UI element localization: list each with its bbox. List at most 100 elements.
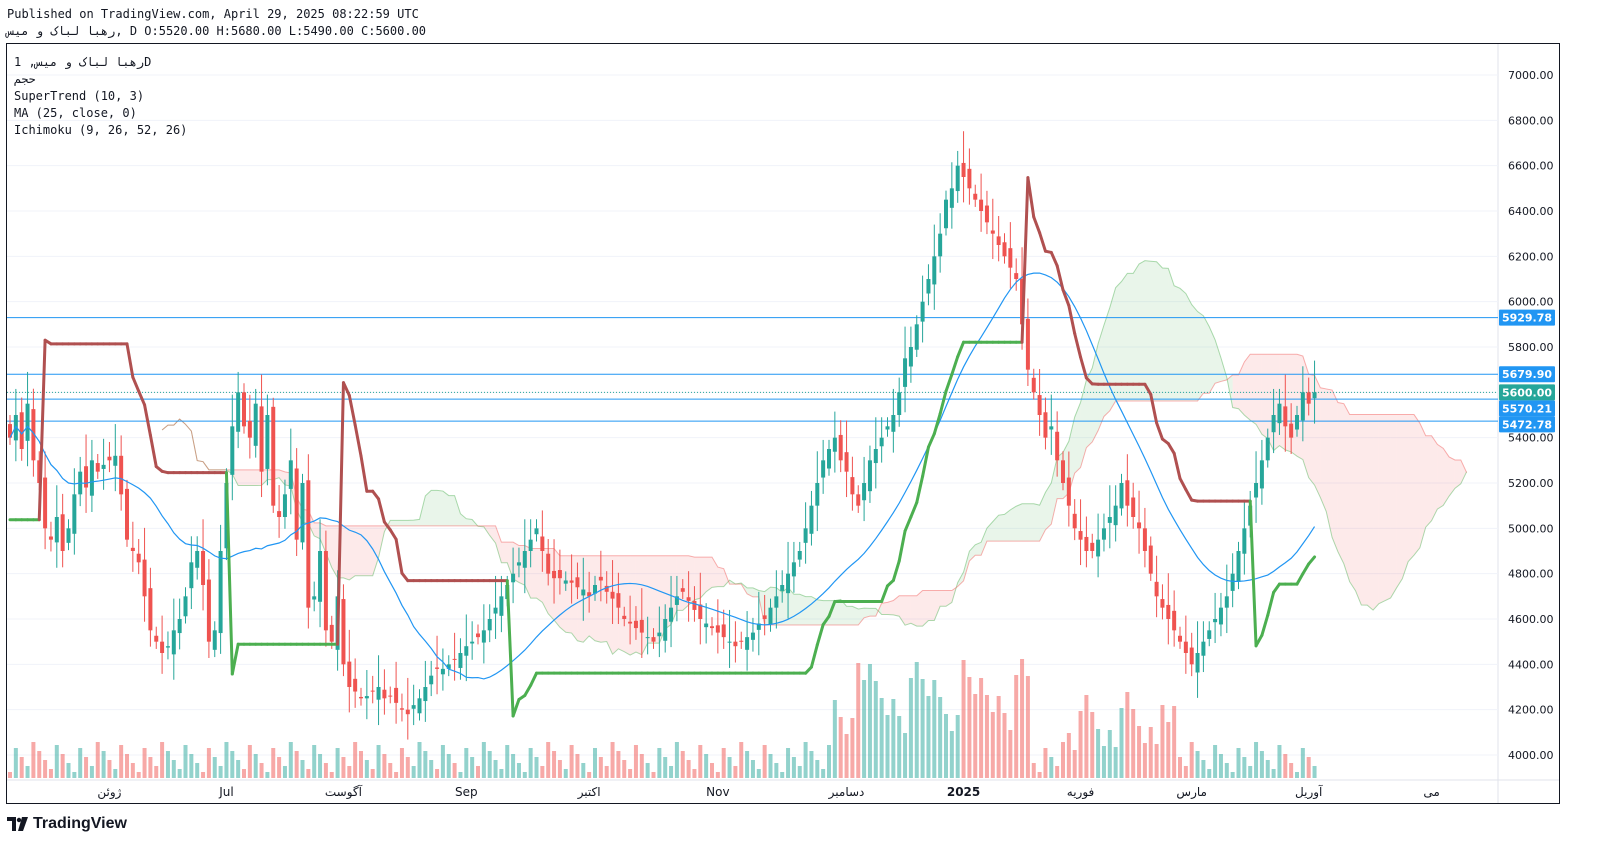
- volume-bar: [1020, 659, 1025, 778]
- volume-bar: [142, 748, 147, 778]
- volume-bar: [1189, 742, 1194, 778]
- volume-bar: [715, 772, 720, 778]
- supertrend-segment: [1073, 332, 1083, 359]
- candle-body: [750, 632, 755, 640]
- supertrend-segment: [1079, 355, 1088, 380]
- volume-bar: [628, 769, 633, 778]
- volume-bar: [663, 757, 668, 778]
- cloud-segment: [513, 542, 519, 583]
- candle-body: [1218, 607, 1223, 625]
- candle-body: [1189, 647, 1194, 665]
- supertrend-segment: [359, 454, 369, 493]
- volume-bar: [136, 772, 141, 778]
- cloud-segment: [1220, 357, 1227, 382]
- candle-body: [242, 392, 246, 427]
- candle-body: [277, 511, 282, 517]
- cloud-segment: [1273, 354, 1280, 451]
- x-tick-label: Sep: [455, 785, 478, 799]
- candle-body: [721, 624, 726, 638]
- volume-bar: [1055, 766, 1060, 778]
- volume-bar: [1096, 729, 1101, 778]
- cloud-segment: [647, 555, 654, 644]
- cloud-segment: [349, 525, 356, 580]
- candle-body: [1306, 392, 1311, 404]
- candle-body: [604, 585, 609, 592]
- supertrend-segment: [511, 698, 521, 718]
- candle-body: [827, 449, 831, 469]
- cloud-segment: [869, 608, 876, 617]
- volume-bar: [1031, 763, 1036, 778]
- cloud-segment: [419, 495, 426, 526]
- cloud-segment: [1425, 435, 1432, 528]
- volume-bar: [224, 742, 229, 778]
- volume-bar: [680, 751, 685, 778]
- volume-bar: [727, 757, 732, 778]
- cloud-segment: [1238, 361, 1245, 416]
- chart-frame[interactable]: [6, 43, 1560, 804]
- candle-body: [593, 585, 597, 594]
- candle-body: [171, 630, 176, 655]
- cloud-segment: [811, 596, 818, 626]
- supertrend-segment: [1020, 176, 1030, 344]
- candle-body: [1254, 483, 1259, 498]
- volume-bar: [101, 751, 106, 778]
- candle-body: [926, 279, 931, 294]
- candle-body: [762, 615, 767, 619]
- volume-bar: [359, 751, 363, 778]
- cloud-segment: [1443, 448, 1450, 506]
- candle-body: [1049, 426, 1054, 430]
- cloud-segment: [1261, 354, 1268, 439]
- cloud-segment: [934, 590, 941, 621]
- candle-body: [540, 536, 545, 551]
- candle-body: [282, 494, 287, 517]
- y-tick-label: 5800.00: [1508, 341, 1554, 354]
- volume-bar: [604, 766, 609, 778]
- cloud-segment: [472, 519, 478, 527]
- candle-body: [341, 599, 346, 665]
- candle-body: [388, 695, 393, 697]
- supertrend-segment: [809, 643, 819, 669]
- candle-body: [8, 424, 12, 438]
- cloud-segment: [1045, 482, 1052, 530]
- cloud-segment: [390, 520, 397, 526]
- volume-bar: [903, 733, 908, 778]
- cloud-segment: [916, 590, 923, 627]
- cloud-segment: [712, 557, 718, 588]
- candle-body: [142, 559, 147, 597]
- cloud-segment: [1191, 304, 1198, 401]
- y-tick-label: 6600.00: [1508, 160, 1554, 173]
- volume-bar: [277, 757, 282, 778]
- candle-body: [522, 551, 527, 568]
- candle-body: [598, 576, 603, 581]
- volume-bar: [206, 748, 211, 778]
- y-tick-label: 4400.00: [1508, 658, 1554, 671]
- candle-body: [1072, 513, 1077, 529]
- ichimoku-cloud: [161, 260, 1468, 656]
- candle-body: [715, 625, 720, 633]
- legend-symbol: رهبا لباک و میس, 1D: [14, 55, 152, 69]
- candle-body: [54, 517, 59, 543]
- volume-bar: [827, 745, 831, 778]
- candle-body: [862, 483, 867, 501]
- volume-bar: [312, 745, 317, 778]
- cloud-segment: [606, 555, 613, 655]
- cloud-segment: [694, 557, 701, 600]
- volume-bar: [598, 757, 603, 778]
- candle-body: [1037, 395, 1042, 415]
- x-tick-label: می: [1423, 785, 1439, 799]
- grid-lines: [7, 44, 1559, 803]
- cloud-segment: [905, 595, 911, 626]
- cloud-segment: [1431, 435, 1438, 521]
- volume-bar: [470, 757, 475, 778]
- candle-body: [885, 426, 890, 430]
- volume-bar: [417, 742, 422, 778]
- cloud-segment: [1332, 390, 1338, 552]
- senkou-span-b: [161, 353, 1468, 626]
- volume-bar: [944, 714, 948, 778]
- supertrend-segment: [915, 474, 925, 505]
- candle-body: [294, 468, 299, 540]
- candle-body: [610, 591, 615, 599]
- volume-bar: [1160, 705, 1165, 778]
- volume-bar: [557, 760, 562, 778]
